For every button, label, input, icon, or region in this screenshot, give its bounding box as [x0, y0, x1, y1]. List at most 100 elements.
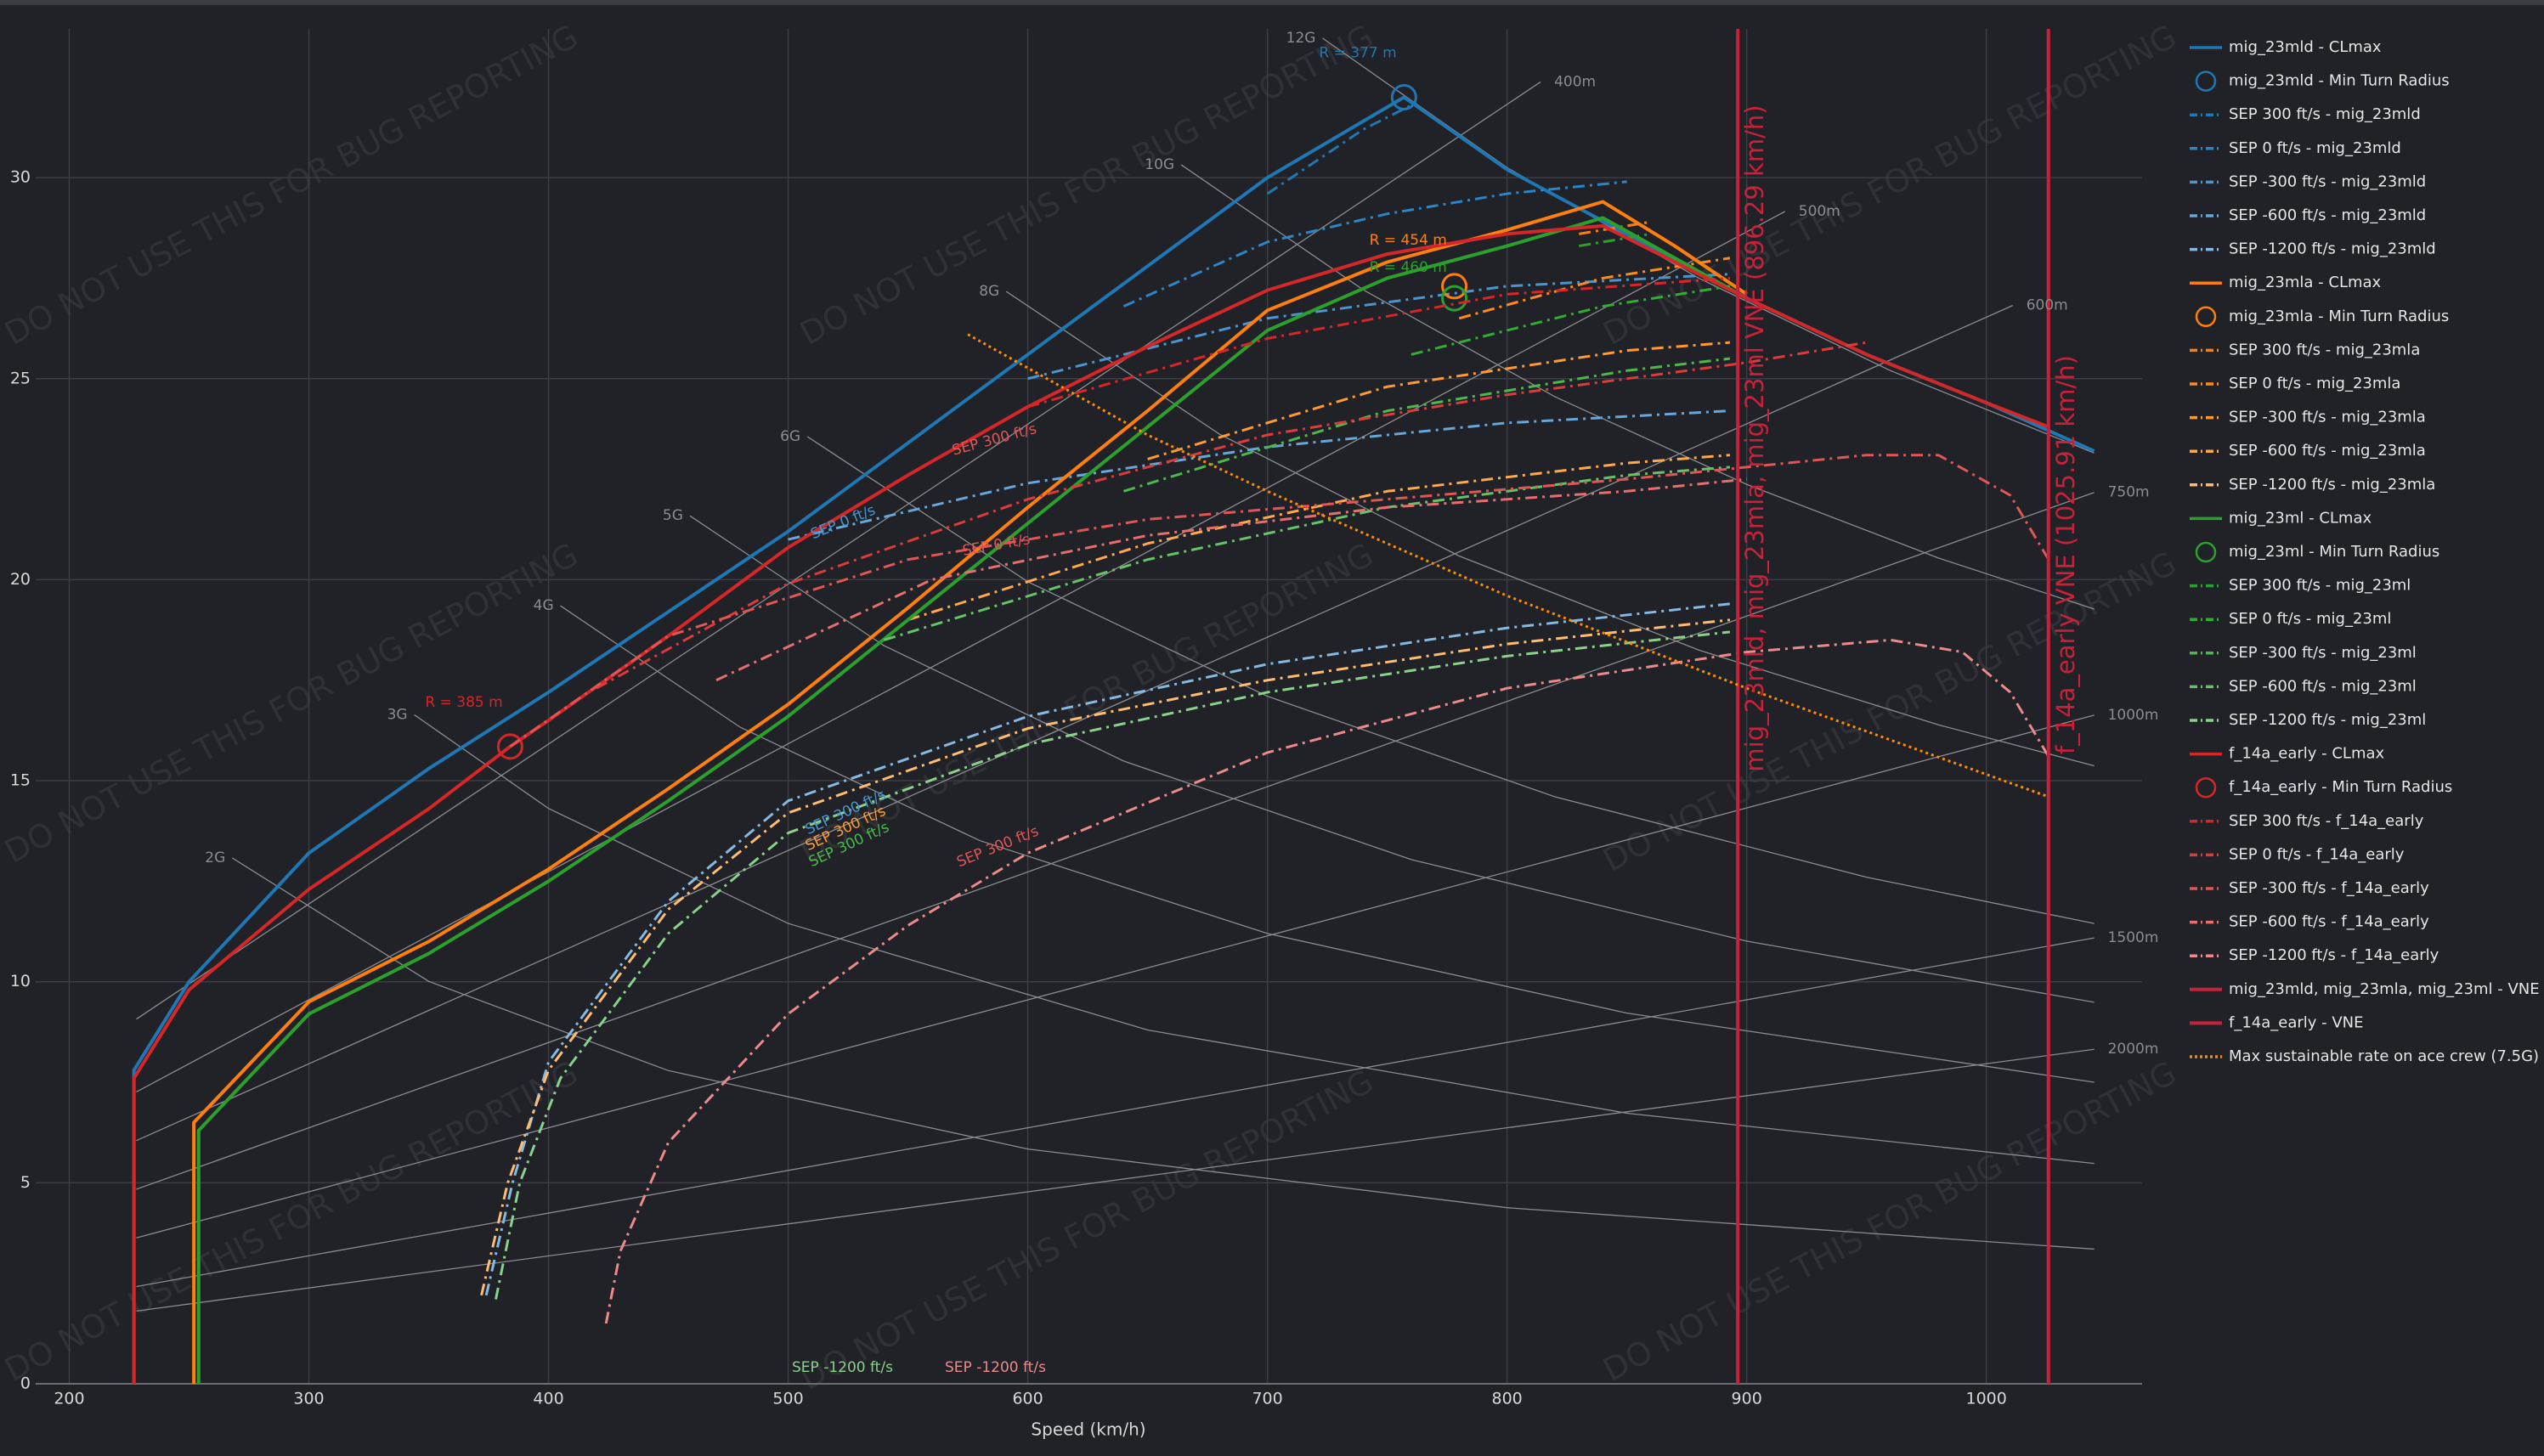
legend-item[interactable]: SEP 300 ft/s - f_14a_early	[2190, 812, 2424, 830]
legend-item[interactable]: SEP -600 ft/s - mig_23ml	[2190, 677, 2417, 695]
legend-label: SEP -600 ft/s - mig_23ml	[2229, 677, 2417, 695]
sep-line	[509, 454, 2050, 748]
sep-line	[788, 409, 1730, 541]
legend-label: mig_23mld - CLmax	[2229, 38, 2382, 56]
legend-symbol	[2195, 306, 2217, 328]
sep-line	[604, 638, 2050, 1324]
legend-label: SEP -300 ft/s - mig_23mla	[2229, 409, 2426, 426]
y-tick-label: 30	[10, 168, 31, 187]
reference-line	[1005, 291, 2095, 767]
legend: mig_23mld - CLmax mig_23mld - Min Turn Ra…	[2190, 38, 2540, 1065]
sep-line	[1266, 104, 1412, 195]
legend-item[interactable]: mig_23mld, mig_23mla, mig_23ml - VNE	[2190, 980, 2540, 998]
legend-item[interactable]: SEP 0 ft/s - mig_23ml	[2190, 610, 2391, 628]
legend-item[interactable]: f_14a_early - VNE	[2190, 1013, 2364, 1031]
legend-item[interactable]: SEP -1200 ft/s - f_14a_early	[2190, 946, 2439, 964]
legend-label: SEP 300 ft/s - mig_23ml	[2229, 577, 2411, 595]
reference-label: 5G	[663, 507, 683, 524]
sep-line	[1578, 232, 1652, 248]
legend-item[interactable]: SEP -600 ft/s - f_14a_early	[2190, 913, 2429, 931]
radius-annotation: R = 385 m	[425, 694, 502, 711]
grid	[36, 29, 2142, 1385]
legend-label: SEP -300 ft/s - mig_23mld	[2229, 172, 2426, 190]
legend-label: mig_23mld, mig_23mla, mig_23ml - VNE	[2229, 980, 2540, 998]
legend-label: SEP -1200 ft/s - mig_23mld	[2229, 240, 2436, 258]
legend-item[interactable]: SEP -300 ft/s - mig_23mla	[2190, 409, 2426, 426]
x-tick-label: 800	[1492, 1390, 1523, 1408]
reference-line	[231, 857, 2095, 1250]
legend-item[interactable]: SEP -1200 ft/s - mig_23mla	[2190, 476, 2435, 494]
legend-label: SEP 0 ft/s - mig_23ml	[2229, 610, 2391, 628]
reference-line	[136, 81, 1541, 1020]
x-tick-label: 1000	[1966, 1390, 2007, 1408]
watermark: DO NOT USE THIS FOR BUG REPORTING	[1597, 545, 2182, 879]
sep-line	[596, 341, 1867, 690]
x-tick-label: 400	[533, 1390, 563, 1408]
legend-symbol	[2195, 71, 2217, 92]
min-turn-radius-marker	[496, 733, 523, 760]
legend-item[interactable]: SEP -1200 ft/s - mig_23ml	[2190, 711, 2426, 729]
watermarks: DO NOT USE THIS FOR BUG REPORTING DO NOT …	[0, 18, 2182, 1397]
legend-item[interactable]: SEP 0 ft/s - f_14a_early	[2190, 845, 2405, 863]
legend-item[interactable]: SEP 300 ft/s - mig_23mld	[2190, 105, 2421, 123]
reference-label: 500m	[1799, 203, 1840, 220]
legend-item[interactable]: mig_23mla - CLmax	[2190, 274, 2382, 291]
x-tick-label: 200	[54, 1390, 84, 1408]
legend-item[interactable]: SEP -1200 ft/s - mig_23mld	[2190, 240, 2436, 258]
vne-label: mig_23mld, mig_23mla, mig_23ml VNE (896.…	[1740, 104, 1769, 771]
legend-item[interactable]: mig_23mld - Min Turn Radius	[2195, 71, 2450, 92]
legend-item[interactable]: SEP -300 ft/s - mig_23ml	[2190, 644, 2417, 662]
reference-line	[136, 211, 1786, 1092]
watermark: DO NOT USE THIS FOR BUG REPORTING	[794, 1063, 1379, 1397]
legend-item[interactable]: Max sustainable rate on ace crew (7.5G)	[2190, 1047, 2539, 1065]
sep-line	[1122, 357, 1731, 493]
sep-line	[495, 630, 1731, 1300]
legend-label: SEP 300 ft/s - mig_23mla	[2229, 341, 2420, 358]
sep-line	[484, 602, 1731, 1296]
legend-item[interactable]: SEP 300 ft/s - mig_23ml	[2190, 577, 2411, 595]
legend-item[interactable]: SEP 0 ft/s - mig_23mld	[2190, 139, 2401, 157]
legend-label: SEP -600 ft/s - mig_23mld	[2229, 206, 2426, 224]
legend-label: SEP -300 ft/s - f_14a_early	[2229, 879, 2429, 897]
reference-lines	[136, 37, 2095, 1312]
legend-symbol	[2195, 776, 2217, 799]
radius-annotation: R = 454 m	[1370, 232, 1447, 249]
reference-label: 1000m	[2108, 707, 2159, 724]
clmax-line	[132, 223, 2049, 1384]
legend-item[interactable]: mig_23mld - CLmax	[2190, 38, 2382, 56]
min-turn-radius-marker	[1390, 83, 1417, 110]
legend-label: SEP -1200 ft/s - f_14a_early	[2229, 946, 2439, 964]
sep-line	[1122, 180, 1627, 308]
sep-line	[1027, 273, 1730, 381]
legend-item[interactable]: f_14a_early - CLmax	[2190, 745, 2385, 763]
y-tick-label: 0	[20, 1374, 31, 1393]
reference-label: 400m	[1554, 73, 1596, 90]
sep-line	[1147, 341, 1731, 460]
y-tick-label: 5	[20, 1173, 31, 1192]
legend-item[interactable]: SEP -300 ft/s - f_14a_early	[2190, 879, 2429, 897]
reference-label: 750m	[2108, 484, 2150, 501]
legend-item[interactable]: SEP 0 ft/s - mig_23mla	[2190, 375, 2400, 392]
legend-label: mig_23mla - Min Turn Radius	[2229, 308, 2449, 325]
reference-label: 6G	[780, 428, 800, 445]
legend-label: f_14a_early - VNE	[2229, 1013, 2364, 1031]
legend-item[interactable]: mig_23ml - Min Turn Radius	[2195, 541, 2439, 563]
reference-line	[136, 492, 2095, 1190]
legend-item[interactable]: SEP 300 ft/s - mig_23mla	[2190, 341, 2420, 358]
legend-item[interactable]: SEP -600 ft/s - mig_23mla	[2190, 442, 2426, 460]
legend-item[interactable]: SEP -300 ft/s - mig_23mld	[2190, 172, 2426, 190]
legend-item[interactable]: mig_23ml - CLmax	[2190, 509, 2372, 527]
reference-line	[1180, 164, 2095, 610]
reference-line	[136, 305, 2013, 1142]
sep-line	[480, 618, 1731, 1296]
radius-annotation: R = 377 m	[1319, 44, 1396, 61]
legend-item[interactable]: mig_23mla - Min Turn Radius	[2195, 306, 2449, 328]
legend-item[interactable]: SEP -600 ft/s - mig_23mld	[2190, 206, 2426, 224]
legend-symbol	[2195, 541, 2217, 563]
legend-label: SEP -1200 ft/s - mig_23mla	[2229, 476, 2435, 494]
sep-line	[715, 477, 1747, 682]
top-bar	[0, 0, 2544, 5]
legend-item[interactable]: f_14a_early - Min Turn Radius	[2195, 776, 2452, 799]
x-axis-title: Speed (km/h)	[1031, 1419, 1145, 1440]
